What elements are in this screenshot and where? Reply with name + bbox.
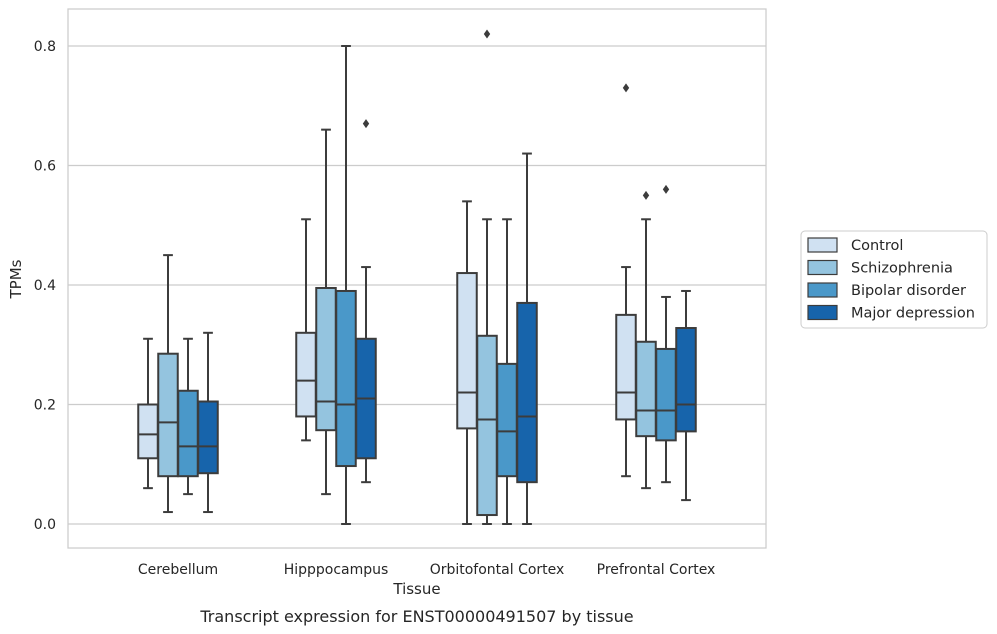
box-major-depression [197, 331, 219, 514]
box-schizophrenia [635, 190, 657, 490]
outlier-point [662, 184, 670, 194]
box-iqr [157, 352, 179, 478]
box-iqr [137, 403, 159, 460]
y-tick-label: 0.0 [34, 517, 56, 533]
legend-label: Bipolar disorder [851, 283, 966, 299]
box-bipolar-disorder [496, 218, 518, 525]
legend-label: Major depression [851, 306, 975, 322]
box-iqr [456, 272, 478, 430]
y-tick-label: 0.6 [34, 159, 56, 175]
box-major-depression [355, 119, 377, 484]
box-iqr [335, 289, 357, 468]
x-tick-label: Orbitofontal Cortex [430, 562, 565, 578]
x-tick-label: Prefrontal Cortex [597, 562, 716, 578]
legend-swatch [807, 282, 838, 298]
y-tick-label: 0.4 [34, 278, 56, 294]
box-bipolar-disorder [655, 184, 677, 484]
box-iqr [295, 331, 317, 418]
box-bipolar-disorder [177, 337, 199, 496]
box-iqr [197, 400, 219, 475]
box-control [137, 337, 159, 490]
legend-frame [800, 230, 988, 329]
legend-swatch [807, 304, 838, 321]
y-axis-label: TPMs [7, 259, 25, 299]
legend-label: Schizophrenia [851, 261, 953, 277]
box-schizophrenia [315, 128, 337, 496]
box-iqr [615, 313, 637, 421]
x-tick-label: Hipppocampus [284, 562, 389, 578]
outlier-point [642, 190, 650, 200]
legend-swatch [807, 259, 838, 276]
box-iqr [655, 347, 677, 442]
box-iqr [516, 301, 538, 484]
box-iqr [476, 334, 498, 517]
y-tick-label: 0.2 [34, 398, 56, 414]
legend: Control Schizophrenia Bipolar disorder Majo… [800, 230, 988, 329]
legend-swatch [807, 237, 838, 253]
box-schizophrenia [476, 29, 498, 525]
box-control [615, 83, 637, 478]
box-iqr [635, 340, 657, 438]
box-iqr [496, 362, 518, 478]
outlier-point [362, 119, 370, 129]
y-tick-label: 0.8 [34, 39, 56, 55]
boxes [137, 29, 697, 525]
box-iqr [177, 389, 199, 478]
box-control [295, 218, 317, 442]
x-axis-label: Tissue [392, 580, 440, 598]
y-axis-ticks: 0.0 0.2 0.4 0.6 0.8 [34, 39, 56, 533]
box-control [456, 200, 478, 525]
x-tick-label: Cerebellum [138, 562, 218, 578]
box-iqr [675, 327, 697, 433]
outlier-point [483, 29, 491, 39]
x-axis-ticks: Cerebellum Hipppocampus Orbitofontal Corte… [138, 562, 715, 578]
box-major-depression [675, 289, 697, 502]
plot-area-frame [67, 8, 767, 549]
outlier-point [622, 83, 630, 93]
box-schizophrenia [157, 254, 179, 514]
legend-label: Control [851, 238, 903, 254]
box-iqr [315, 286, 337, 432]
box-major-depression [516, 152, 538, 525]
chart-caption: Transcript expression for ENST0000049150… [199, 607, 633, 626]
